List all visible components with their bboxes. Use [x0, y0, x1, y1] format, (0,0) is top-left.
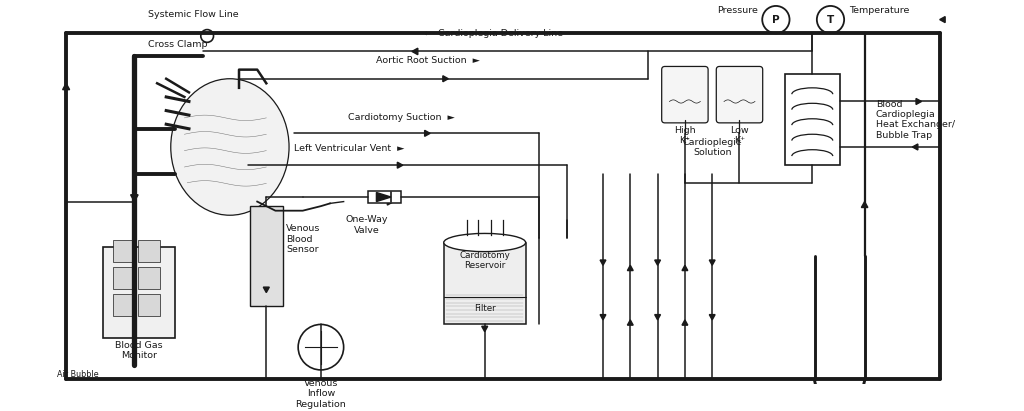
Ellipse shape: [171, 79, 289, 215]
Circle shape: [762, 6, 790, 33]
Text: High
K⁺: High K⁺: [674, 126, 695, 145]
Text: Blood
Cardioplegia
Heat Exchanger/
Bubble Trap: Blood Cardioplegia Heat Exchanger/ Bubbl…: [876, 99, 955, 140]
Text: Left Ventricular Vent  ►: Left Ventricular Vent ►: [294, 144, 404, 153]
Text: Air Bubble: Air Bubble: [57, 370, 98, 379]
Polygon shape: [62, 83, 70, 90]
Text: Venous
Blood
Sensor: Venous Blood Sensor: [287, 224, 321, 254]
Ellipse shape: [443, 233, 525, 252]
FancyBboxPatch shape: [138, 240, 160, 262]
Text: Cardioplegic
Solution: Cardioplegic Solution: [683, 138, 741, 157]
Polygon shape: [940, 16, 945, 23]
Text: T: T: [826, 14, 835, 25]
Polygon shape: [131, 195, 138, 201]
Polygon shape: [654, 260, 660, 265]
Text: Cross Clamp: Cross Clamp: [148, 39, 208, 48]
FancyBboxPatch shape: [113, 267, 134, 289]
Polygon shape: [412, 48, 418, 55]
Polygon shape: [628, 320, 633, 325]
Polygon shape: [397, 162, 402, 168]
Text: Cardiotomy Suction  ►: Cardiotomy Suction ►: [348, 113, 455, 122]
FancyBboxPatch shape: [102, 247, 175, 338]
Polygon shape: [387, 198, 393, 205]
FancyBboxPatch shape: [785, 74, 840, 165]
Polygon shape: [654, 314, 660, 320]
Text: Low
K⁺: Low K⁺: [730, 126, 749, 145]
Text: P: P: [772, 14, 779, 25]
FancyBboxPatch shape: [369, 191, 401, 203]
Polygon shape: [377, 192, 391, 201]
FancyBboxPatch shape: [113, 294, 134, 316]
Polygon shape: [710, 314, 715, 320]
Polygon shape: [600, 314, 606, 320]
FancyBboxPatch shape: [443, 242, 525, 324]
Text: Aortic Root Suction  ►: Aortic Root Suction ►: [376, 56, 479, 65]
Text: Pressure: Pressure: [717, 6, 758, 15]
FancyBboxPatch shape: [717, 67, 763, 123]
FancyBboxPatch shape: [662, 67, 709, 123]
Polygon shape: [912, 144, 918, 150]
Circle shape: [817, 6, 844, 33]
Polygon shape: [600, 260, 606, 265]
FancyBboxPatch shape: [138, 294, 160, 316]
FancyBboxPatch shape: [113, 240, 134, 262]
Polygon shape: [628, 265, 633, 270]
Polygon shape: [682, 265, 688, 270]
Polygon shape: [710, 260, 715, 265]
Circle shape: [298, 324, 344, 370]
Polygon shape: [916, 99, 922, 104]
Circle shape: [201, 30, 214, 42]
FancyBboxPatch shape: [138, 267, 160, 289]
Polygon shape: [481, 326, 487, 332]
Text: Filter: Filter: [474, 304, 496, 312]
Polygon shape: [425, 130, 430, 136]
Polygon shape: [442, 76, 449, 82]
Text: Cardiotomy
Reservoir: Cardiotomy Reservoir: [460, 251, 510, 270]
Polygon shape: [861, 201, 868, 208]
Text: ←  Cardioplegia Delivery Line: ← Cardioplegia Delivery Line: [424, 29, 563, 38]
Text: One-Way
Valve: One-Way Valve: [345, 215, 388, 235]
FancyBboxPatch shape: [250, 206, 283, 306]
Text: Venous
Inflow
Regulation: Venous Inflow Regulation: [296, 379, 346, 409]
Text: Blood Gas
Monitor: Blood Gas Monitor: [115, 341, 163, 360]
Text: Temperature: Temperature: [849, 6, 909, 15]
Polygon shape: [263, 287, 269, 293]
Text: Systemic Flow Line: Systemic Flow Line: [148, 11, 239, 19]
Polygon shape: [682, 320, 688, 325]
